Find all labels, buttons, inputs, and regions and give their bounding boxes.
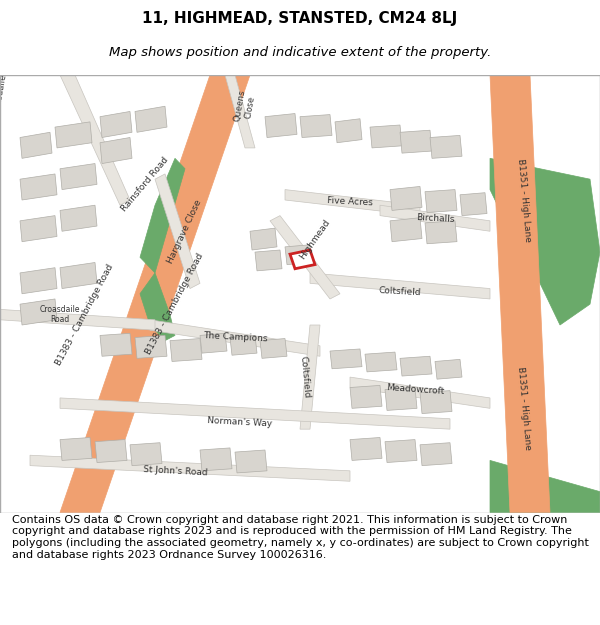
Text: St John's Road: St John's Road: [143, 464, 208, 477]
Polygon shape: [365, 352, 397, 372]
Polygon shape: [335, 119, 362, 142]
Polygon shape: [300, 114, 332, 138]
Polygon shape: [20, 268, 57, 294]
Text: Croasdaile
Road: Croasdaile Road: [40, 305, 80, 324]
Polygon shape: [235, 450, 267, 473]
Polygon shape: [400, 356, 432, 376]
Text: Contains OS data © Crown copyright and database right 2021. This information is : Contains OS data © Crown copyright and d…: [12, 515, 589, 559]
Text: Norman's Way: Norman's Way: [208, 416, 272, 428]
Polygon shape: [265, 114, 297, 138]
Polygon shape: [420, 391, 452, 414]
Polygon shape: [60, 205, 97, 231]
Polygon shape: [0, 309, 155, 330]
Polygon shape: [30, 455, 350, 481]
Polygon shape: [330, 349, 362, 369]
Text: Queens
Close: Queens Close: [233, 89, 257, 124]
Text: Birchalls: Birchalls: [416, 213, 454, 224]
Polygon shape: [380, 205, 490, 231]
Text: Meadowcroft: Meadowcroft: [386, 383, 445, 396]
Polygon shape: [350, 386, 382, 408]
Polygon shape: [200, 448, 232, 471]
Polygon shape: [100, 111, 132, 138]
Polygon shape: [150, 320, 320, 356]
Polygon shape: [100, 138, 132, 164]
Polygon shape: [135, 106, 167, 132]
Text: Highmead: Highmead: [298, 218, 332, 261]
Polygon shape: [225, 75, 255, 148]
Polygon shape: [425, 189, 457, 213]
Polygon shape: [270, 216, 340, 299]
Polygon shape: [385, 388, 417, 411]
Polygon shape: [350, 438, 382, 461]
Polygon shape: [390, 217, 422, 242]
Text: 11, HIGHMEAD, STANSTED, CM24 8LJ: 11, HIGHMEAD, STANSTED, CM24 8LJ: [142, 11, 458, 26]
Polygon shape: [140, 158, 185, 273]
Polygon shape: [60, 398, 450, 429]
Text: B1351 - High Lane: B1351 - High Lane: [516, 158, 532, 242]
Polygon shape: [370, 125, 402, 148]
Polygon shape: [300, 325, 320, 429]
Polygon shape: [200, 333, 227, 353]
Polygon shape: [60, 262, 97, 289]
Polygon shape: [55, 122, 92, 148]
Polygon shape: [425, 221, 457, 244]
Polygon shape: [285, 245, 312, 264]
Polygon shape: [290, 250, 315, 269]
Polygon shape: [170, 339, 202, 361]
Polygon shape: [420, 442, 452, 466]
Polygon shape: [20, 299, 57, 325]
Polygon shape: [260, 339, 287, 358]
Polygon shape: [60, 75, 250, 512]
Polygon shape: [310, 273, 490, 299]
Polygon shape: [60, 164, 97, 189]
Text: Hargrave Close: Hargrave Close: [166, 198, 204, 264]
Polygon shape: [20, 132, 52, 158]
Polygon shape: [250, 228, 277, 250]
Polygon shape: [130, 442, 162, 466]
Polygon shape: [20, 216, 57, 242]
Polygon shape: [400, 130, 432, 153]
Polygon shape: [350, 377, 490, 408]
Text: The Campions: The Campions: [203, 331, 268, 344]
Polygon shape: [390, 186, 422, 211]
Polygon shape: [60, 438, 92, 461]
Text: B1383 - Cambridge Road: B1383 - Cambridge Road: [145, 252, 206, 356]
Text: Map shows position and indicative extent of the property.: Map shows position and indicative extent…: [109, 46, 491, 59]
Polygon shape: [20, 174, 57, 200]
Polygon shape: [60, 75, 130, 205]
Polygon shape: [490, 158, 600, 325]
Polygon shape: [460, 192, 487, 216]
Polygon shape: [490, 461, 600, 512]
Polygon shape: [385, 439, 417, 462]
Text: B1383 - Cambridge Road: B1383 - Cambridge Road: [55, 262, 116, 367]
Polygon shape: [95, 439, 127, 462]
Polygon shape: [135, 336, 167, 358]
Polygon shape: [230, 336, 257, 355]
Polygon shape: [255, 250, 282, 271]
Text: Rainsford Road: Rainsford Road: [119, 156, 170, 213]
Text: Coltsfield: Coltsfield: [379, 286, 421, 298]
Polygon shape: [140, 273, 175, 341]
Text: Coltsfield: Coltsfield: [299, 356, 311, 399]
Polygon shape: [430, 136, 462, 158]
Polygon shape: [155, 174, 200, 289]
Polygon shape: [490, 75, 550, 512]
Text: Five Acres: Five Acres: [327, 196, 373, 208]
Polygon shape: [435, 359, 462, 379]
Polygon shape: [285, 189, 420, 216]
Text: Croasdaile: Croasdaile: [0, 73, 8, 119]
Polygon shape: [100, 333, 132, 356]
Text: B1351 - High Lane: B1351 - High Lane: [516, 366, 532, 451]
